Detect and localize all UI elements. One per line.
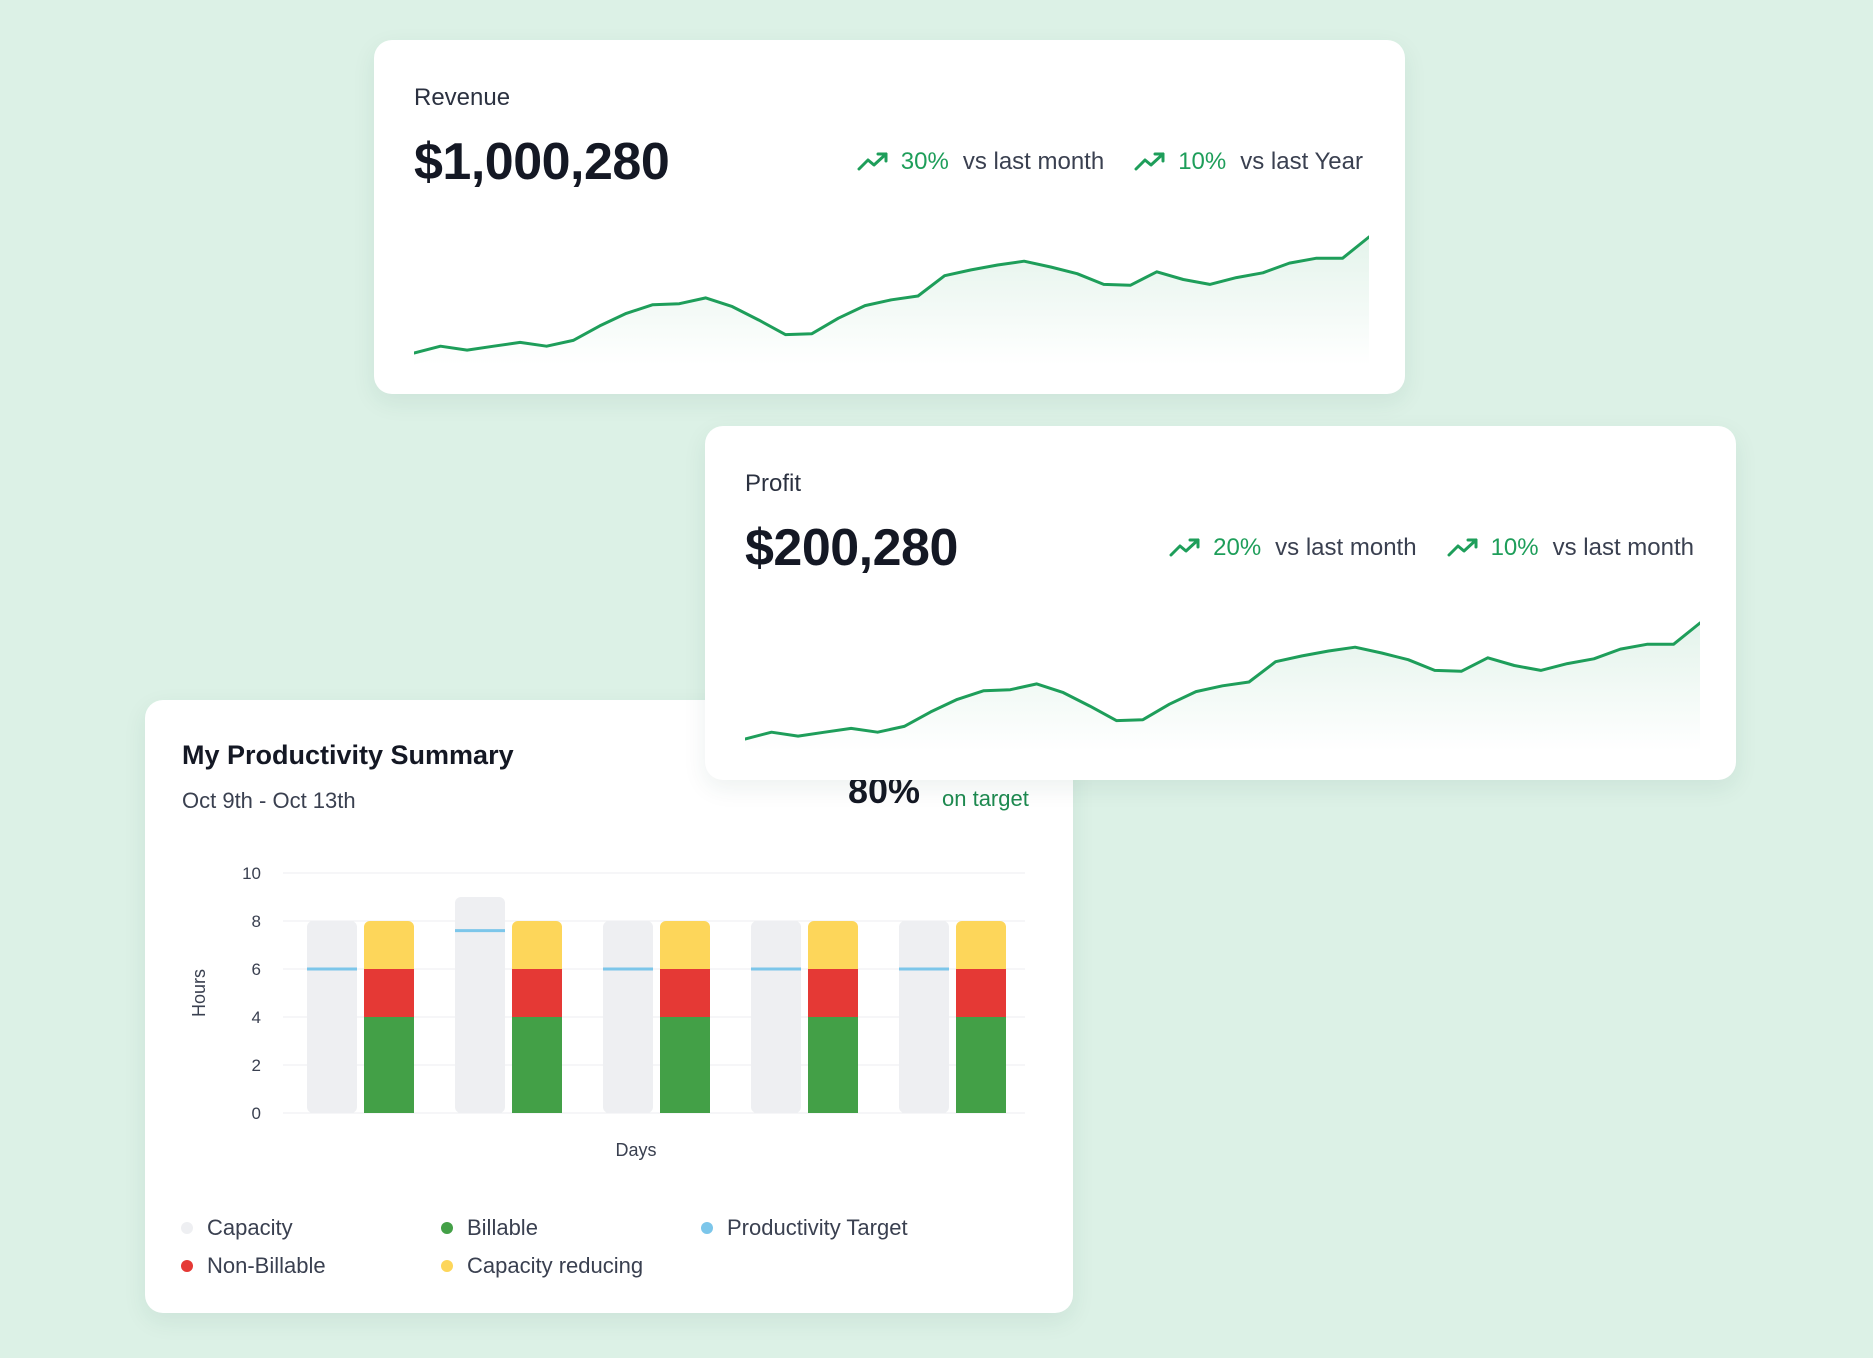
- billable-bar: [956, 1017, 1006, 1113]
- revenue-sparkline-line: [414, 235, 1369, 355]
- revenue-value: $1,000,280: [414, 133, 670, 191]
- legend-capacity-label: Capacity: [207, 1215, 293, 1240]
- y-tick-label: 4: [252, 1008, 261, 1027]
- legend-billable-label: Billable: [467, 1215, 538, 1240]
- capacity-reducing-bar-fill: [660, 929, 710, 969]
- revenue-stat-year-pct: 10%: [1178, 148, 1227, 175]
- profit-stat-1-pct: 20%: [1213, 534, 1262, 561]
- legend-non-billable: Non-Billable: [181, 1253, 326, 1279]
- profit-stat-1-compare: vs last month: [1275, 534, 1417, 561]
- y-tick-label: 0: [252, 1104, 261, 1123]
- profit-sparkline-line: [745, 621, 1700, 741]
- capacity-bar: [899, 921, 949, 1113]
- billable-bar: [512, 1017, 562, 1113]
- legend-capacity-reducing-dot: [441, 1260, 453, 1272]
- y-tick-label: 2: [252, 1056, 261, 1075]
- capacity-bar: [751, 921, 801, 1113]
- y-tick-label: 8: [252, 912, 261, 931]
- revenue-sparkline: [414, 235, 1369, 365]
- legend-productivity-target-dot: [701, 1222, 713, 1234]
- y-tick-label: 10: [242, 864, 261, 883]
- trend-up-icon: [1134, 152, 1165, 171]
- non-billable-bar: [660, 969, 710, 1017]
- capacity-bar: [603, 921, 653, 1113]
- capacity-bar: [307, 921, 357, 1113]
- revenue-label: Revenue: [414, 84, 511, 111]
- capacity-bar: [455, 897, 505, 1113]
- revenue-stat-month-compare: vs last month: [962, 148, 1105, 175]
- profit-stat-1: 20% vs last month: [1169, 534, 1417, 562]
- legend-billable: Billable: [441, 1215, 538, 1241]
- capacity-reducing-bar-fill: [956, 929, 1006, 969]
- y-axis-label: Hours: [189, 969, 209, 1017]
- billable-bar: [660, 1017, 710, 1113]
- y-tick-label: 6: [252, 960, 261, 979]
- legend-capacity-dot: [181, 1222, 193, 1234]
- profit-label: Profit: [745, 470, 802, 497]
- productivity-date-range: Oct 9th - Oct 13th: [182, 788, 356, 813]
- profit-stat-2-pct: 10%: [1490, 534, 1539, 561]
- revenue-stat-month-pct: 30%: [900, 148, 949, 175]
- legend-capacity: Capacity: [181, 1215, 293, 1241]
- non-billable-bar: [956, 969, 1006, 1017]
- profit-stats: 20% vs last month 10% vs last month: [1169, 534, 1694, 562]
- billable-bar: [364, 1017, 414, 1113]
- profit-stat-2-compare: vs last month: [1552, 534, 1694, 561]
- non-billable-bar: [512, 969, 562, 1017]
- legend-non-billable-dot: [181, 1260, 193, 1272]
- capacity-reducing-bar-fill: [808, 929, 858, 969]
- productivity-bar-chart: 0 2 4 6 8 10 Hours Days: [189, 864, 1025, 1160]
- non-billable-bar: [364, 969, 414, 1017]
- legend-non-billable-label: Non-Billable: [207, 1253, 326, 1278]
- revenue-stat-month: 30% vs last month: [857, 148, 1104, 176]
- legend-productivity-target: Productivity Target: [701, 1215, 908, 1241]
- legend-billable-dot: [441, 1222, 453, 1234]
- legend-productivity-target-label: Productivity Target: [727, 1215, 908, 1240]
- profit-card: Profit $200,280 20% vs last month 10% vs…: [705, 426, 1736, 780]
- profit-sparkline: [745, 621, 1700, 751]
- revenue-card: Revenue $1,000,280 30% vs last month 10%…: [374, 40, 1405, 394]
- non-billable-bar: [808, 969, 858, 1017]
- legend-capacity-reducing-label: Capacity reducing: [467, 1253, 644, 1278]
- trend-up-icon: [1169, 538, 1200, 557]
- profit-value: $200,280: [745, 519, 958, 577]
- revenue-stat-year: 10% vs last Year: [1134, 148, 1363, 176]
- billable-bar: [808, 1017, 858, 1113]
- productivity-status: on target: [942, 786, 1029, 811]
- profit-stat-2: 10% vs last month: [1447, 534, 1694, 562]
- trend-up-icon: [857, 152, 888, 171]
- productivity-title: My Productivity Summary: [182, 740, 514, 770]
- capacity-reducing-bar-fill: [364, 929, 414, 969]
- revenue-stats: 30% vs last month 10% vs last Year: [857, 148, 1363, 176]
- trend-up-icon: [1447, 538, 1478, 557]
- revenue-stat-year-compare: vs last Year: [1240, 148, 1363, 175]
- legend-capacity-reducing: Capacity reducing: [441, 1253, 643, 1279]
- x-axis-label: Days: [615, 1140, 656, 1160]
- productivity-card: My Productivity Summary Oct 9th - Oct 13…: [145, 700, 1073, 1313]
- capacity-reducing-bar-fill: [512, 929, 562, 969]
